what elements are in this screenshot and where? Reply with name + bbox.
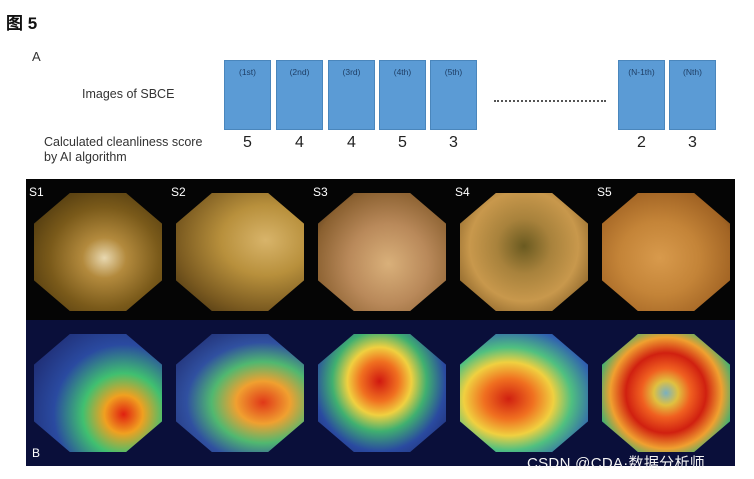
- score-1: 5: [243, 134, 252, 151]
- image-s5: [602, 193, 730, 311]
- heatmap-s2: [176, 334, 304, 452]
- frame-5: (5th): [430, 60, 477, 130]
- watermark: CSDN @CDA·数据分析师: [527, 455, 706, 472]
- endoscopy-image-row: S1 S2 S3 S4 S5: [26, 179, 735, 320]
- panel-b-image-grid: S1 S2 S3 S4 S5 B: [26, 179, 735, 466]
- figure-title: 图 5: [6, 14, 38, 33]
- frame-1-label: (1st): [239, 67, 256, 77]
- score-n: 3: [688, 134, 697, 151]
- score-n-1: 2: [637, 134, 646, 151]
- heatmap-s1: [34, 334, 162, 452]
- panel-a-label: A: [32, 49, 41, 64]
- score-4: 5: [398, 134, 407, 151]
- frame-n-label: (Nth): [683, 67, 702, 77]
- heatmap-image-row: [26, 320, 735, 466]
- frame-n-1: (N-1th): [618, 60, 665, 130]
- score-label: Calculated cleanliness score by AI algor…: [44, 135, 234, 165]
- frame-2: (2nd): [276, 60, 323, 130]
- image-s1: [34, 193, 162, 311]
- frame-3-label: (3rd): [342, 67, 361, 77]
- sample-label-s2: S2: [171, 185, 186, 199]
- images-label: Images of SBCE: [82, 87, 175, 101]
- frame-n-1-label: (N-1th): [628, 67, 655, 77]
- frame-5-label: (5th): [444, 67, 463, 77]
- score-3: 4: [347, 134, 356, 151]
- sample-label-s3: S3: [313, 185, 328, 199]
- sample-label-s1: S1: [29, 185, 44, 199]
- frame-1: (1st): [224, 60, 271, 130]
- heatmap-s3: [318, 334, 446, 452]
- score-2: 4: [295, 134, 304, 151]
- score-label-line2: by AI algorithm: [44, 150, 127, 164]
- score-5: 3: [449, 134, 458, 151]
- sample-label-s5: S5: [597, 185, 612, 199]
- frame-2-label: (2nd): [289, 67, 310, 77]
- frame-3: (3rd): [328, 60, 375, 130]
- score-label-line1: Calculated cleanliness score: [44, 135, 203, 149]
- heatmap-s4: [460, 334, 588, 452]
- image-s4: [460, 193, 588, 311]
- frame-n: (Nth): [669, 60, 716, 130]
- image-s3: [318, 193, 446, 311]
- panel-b-label: B: [32, 446, 41, 460]
- frame-4: (4th): [379, 60, 426, 130]
- frame-4-label: (4th): [393, 67, 412, 77]
- ellipsis-dots: [494, 100, 606, 102]
- image-s2: [176, 193, 304, 311]
- heatmap-s5: [602, 334, 730, 452]
- sample-label-s4: S4: [455, 185, 470, 199]
